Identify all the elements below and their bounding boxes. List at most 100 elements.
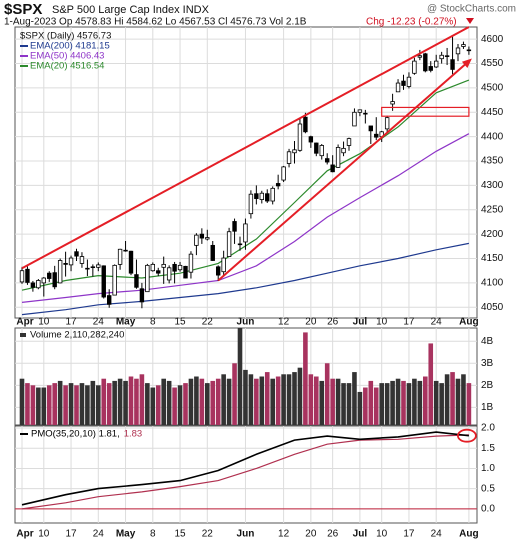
volume-bar — [74, 385, 79, 425]
y-tick-label: 4600 — [481, 34, 504, 45]
candle-body — [205, 237, 210, 240]
y-tick-label: 4350 — [481, 156, 504, 167]
y-tick-label: 4B — [481, 336, 494, 347]
candle-body — [210, 244, 215, 261]
volume-bar — [384, 383, 390, 425]
candle-body — [96, 264, 101, 268]
volume-bar — [123, 380, 128, 425]
candle-body — [286, 151, 292, 164]
quote: 1-Aug-2023 Op 4578.83 Hi 4584.62 Lo 4567… — [4, 17, 307, 28]
x-tick-label: 24 — [93, 529, 105, 540]
x-tick-label: 17 — [65, 529, 77, 540]
candle-body — [221, 257, 226, 273]
x-tick-label: 22 — [202, 317, 214, 328]
volume-bar — [145, 383, 150, 425]
volume-bar — [101, 378, 107, 425]
volume-bar — [199, 378, 205, 425]
legend-label: EMA(50) 4406.43 — [30, 51, 104, 62]
volume-bar — [36, 387, 41, 425]
candle-body — [450, 59, 455, 70]
candle-body — [303, 116, 308, 133]
x-tick-label: 10 — [376, 317, 388, 328]
candle-body — [30, 282, 36, 288]
volume-bar — [46, 385, 52, 425]
ema-line — [21, 242, 470, 316]
volume-bar — [439, 383, 444, 425]
volume-bar — [461, 374, 466, 425]
volume-bar — [395, 378, 401, 425]
volume-bar — [444, 374, 450, 425]
volume-bar — [19, 378, 25, 425]
x-tick-label: 17 — [403, 529, 415, 540]
volume-bar — [433, 380, 439, 425]
candle-body — [156, 270, 161, 274]
y-tick-label: 2B — [481, 380, 494, 391]
volume-bar — [79, 383, 85, 425]
volume-bar — [232, 363, 237, 425]
volume-bar — [128, 376, 134, 425]
candle-body — [352, 111, 357, 127]
symbol: $SPX — [4, 1, 42, 18]
volume-bar — [450, 372, 455, 425]
volume-bar — [423, 376, 428, 425]
candle-body — [36, 280, 41, 289]
candle-body — [363, 112, 368, 115]
volume-bar — [281, 374, 286, 425]
legend-label: PMO(35,20,10) 1.81, — [31, 429, 120, 440]
candle-body — [237, 243, 243, 246]
volume-bar — [412, 378, 417, 425]
volume-bar — [161, 378, 166, 425]
volume-bar — [346, 383, 352, 425]
x-tick-label: 8 — [150, 529, 156, 540]
candle-body — [455, 47, 461, 55]
volume-bar — [417, 380, 423, 425]
candle-body — [406, 76, 412, 87]
volume-bar — [303, 332, 308, 425]
down-arrow — [466, 18, 474, 24]
volume-bar — [215, 378, 221, 425]
volume-bar — [390, 380, 395, 425]
volume-bar — [352, 372, 357, 425]
candle-body — [444, 55, 450, 57]
candle-body — [417, 55, 423, 58]
candle-body — [139, 288, 145, 303]
candle-body — [161, 263, 166, 268]
x-tick-label: May — [116, 529, 136, 540]
legend-label: EMA(200) 4181.15 — [30, 41, 110, 52]
volume-bar — [155, 385, 161, 425]
x-tick-label: 22 — [202, 529, 214, 540]
y-tick-label: 1.5 — [481, 443, 495, 454]
volume-bar — [205, 383, 210, 425]
x-tick-label: Apr — [16, 317, 33, 328]
volume-bar — [106, 383, 112, 425]
volume-bar — [248, 374, 254, 425]
x-tick-label: 24 — [431, 529, 443, 540]
y-tick-label: 4550 — [481, 58, 504, 69]
trend-line — [217, 60, 470, 282]
y-tick-label: 3B — [481, 358, 494, 369]
x-tick-label: Aug — [459, 529, 478, 540]
ema-line — [21, 79, 470, 291]
volume-bar — [254, 378, 259, 425]
candle-body — [25, 268, 30, 283]
volume-bar — [63, 385, 68, 425]
candle-body — [19, 270, 25, 283]
x-tick-label: Jul — [353, 529, 368, 540]
candle-body — [226, 231, 232, 257]
volume-bar — [166, 380, 172, 425]
candle-body — [47, 272, 52, 279]
volume-bar — [117, 378, 123, 425]
volume-bar — [330, 378, 335, 425]
y-tick-label: 4300 — [481, 180, 504, 191]
volume-bar — [177, 385, 183, 425]
volume-label: Volume 2,110,282,240 — [30, 330, 124, 341]
change: Chg -12.23 (-0.27%) — [366, 17, 457, 28]
candle-body — [461, 44, 466, 47]
volume-bar — [85, 385, 90, 425]
annotation-box — [381, 106, 470, 117]
candle-body — [90, 266, 96, 269]
x-tick-label: 10 — [376, 529, 388, 540]
volume-bar — [428, 343, 434, 425]
candle-body — [85, 267, 90, 270]
